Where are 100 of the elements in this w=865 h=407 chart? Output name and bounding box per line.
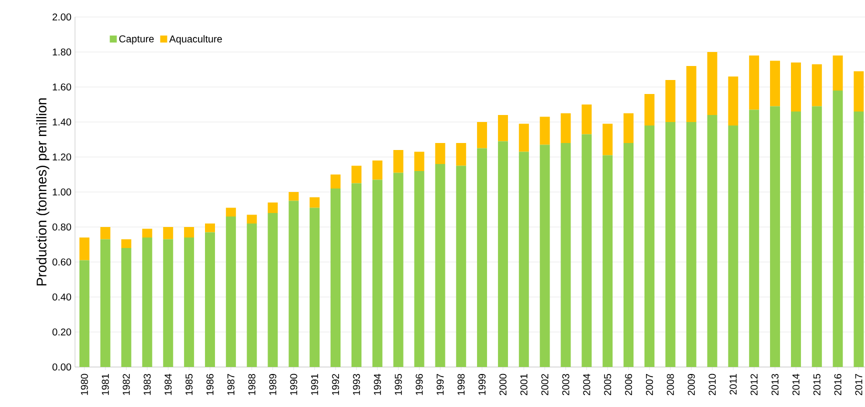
bar [351,166,362,184]
bar [832,90,843,367]
x-tick-label: 2015 [813,374,820,396]
x-tick-label: 1991 [311,374,318,395]
bar [351,183,362,367]
x-tick-label: 2004 [583,374,590,396]
bar [477,148,488,367]
bar [560,113,571,143]
x-tick-label: 1992 [332,374,340,395]
legend-label: Aquaculture [169,35,222,44]
y-tick-label: 1.60 [52,83,72,91]
x-tick-label: 1987 [227,374,234,395]
x-tick-label: 2007 [646,374,653,396]
bar [602,124,613,156]
x-tick-label: 1995 [394,374,402,395]
bar [268,202,278,213]
bar [498,114,508,142]
bar [310,197,320,208]
x-tick-label: 2012 [750,374,758,396]
y-tick-label: 1.00 [52,188,72,196]
bar [854,111,864,367]
bar [246,224,257,367]
bar [477,122,488,148]
bar [268,213,278,367]
bar [414,152,424,171]
bar [728,76,738,126]
bar [832,55,843,90]
bar [644,94,654,126]
bar [749,55,760,110]
bar [854,71,864,112]
x-tick-label: 1984 [164,374,172,395]
bar [204,232,215,367]
bar [142,238,152,367]
bar [330,174,341,188]
x-tick-label: 1994 [374,374,381,395]
x-tick-label: 1985 [186,374,193,395]
bar [540,116,550,145]
legend-label: Capture [119,35,154,44]
bar [665,80,676,122]
x-tick-label: 2003 [562,374,570,396]
x-tick-label: 1980 [80,374,88,395]
x-tick-label: 1986 [206,374,214,395]
bar [121,239,132,248]
x-tick-label: 1998 [458,374,465,395]
bar [393,150,404,173]
x-tick-label: 2006 [625,374,632,396]
x-tick-label: 2009 [688,374,695,396]
bar [121,248,132,367]
x-tick-label: 1990 [290,374,298,395]
bar [770,106,780,367]
x-tick-label: 2017 [855,374,862,396]
y-tick-label: 0.80 [52,223,72,231]
x-tick-label: 2002 [541,374,548,396]
bar [372,160,382,180]
bar [644,125,654,367]
bar [163,227,174,240]
x-tick-label: 2010 [708,374,716,396]
bar [372,180,382,367]
bar [184,238,194,367]
x-tick-label: 1988 [248,374,256,395]
bar [518,152,529,367]
x-tick-label: 1983 [144,374,151,395]
bar [79,260,90,367]
bar [790,62,801,112]
x-tick-label: 2014 [792,374,800,396]
bar [226,208,236,216]
x-tick-label: 2016 [834,374,842,396]
bar [435,142,446,164]
x-tick-label: 1989 [269,374,276,395]
bar [456,166,466,367]
bar [310,208,320,367]
bar [435,164,446,367]
bar [226,216,236,367]
bar [540,144,550,367]
x-tick-label: 1981 [102,374,109,395]
bar [665,122,676,367]
bar [204,224,215,232]
bar [288,200,299,367]
x-tick-label: 2011 [730,374,737,394]
bar [602,155,613,367]
bar [100,227,110,240]
x-tick-label: 1993 [352,374,360,395]
x-tick-label: 2000 [499,374,506,396]
bar [582,134,592,367]
bar [686,122,696,367]
bar [624,142,634,367]
bar [560,142,571,367]
y-axis-title: Production (tonnes) per million [36,98,50,286]
bar [330,188,341,367]
bar [582,104,592,134]
bar [246,214,257,224]
bar [812,106,822,367]
bar [728,125,738,367]
y-tick-label: 0.40 [52,293,72,301]
bar [393,172,404,367]
x-tick-label: 2013 [772,374,779,396]
y-tick-label: 0.20 [52,328,72,336]
x-tick-label: 2005 [604,374,612,396]
x-tick-label: 1996 [416,374,423,395]
bar [498,141,508,367]
